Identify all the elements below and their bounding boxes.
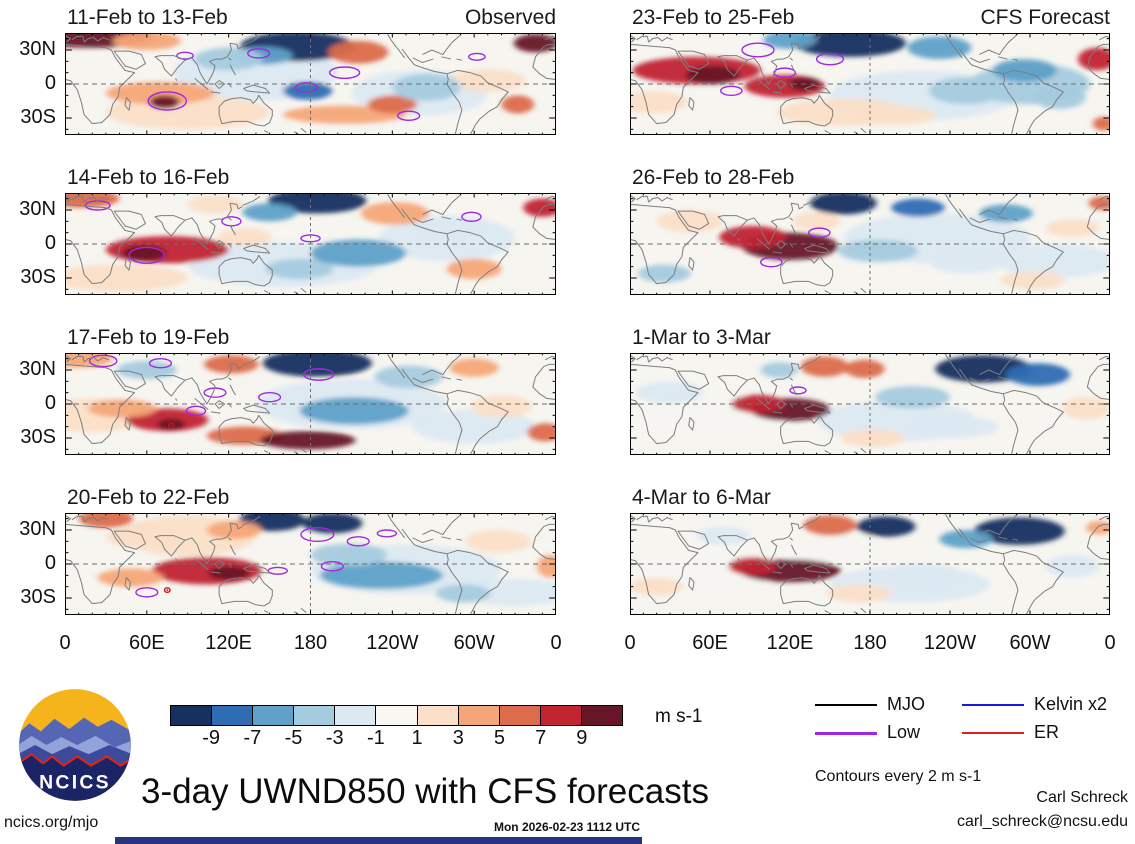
colorbar-tick-label: 7	[535, 727, 547, 749]
longitude-tick-label: 60W	[453, 632, 495, 654]
ncics-logo: NCICS	[18, 688, 132, 802]
longitude-tick-label: 0	[624, 632, 636, 654]
contour-interval-note: Contours every 2 m s-1	[815, 768, 982, 785]
legend-label: ER	[1034, 722, 1060, 742]
map-canvas	[65, 33, 556, 135]
colorbar-cell	[375, 706, 417, 725]
longitude-tick-label: 60W	[1009, 632, 1051, 654]
legend-swatch-er	[962, 732, 1024, 734]
latitude-tick-label: 30S	[20, 106, 56, 128]
map-panel: 1-Mar to 3-Mar	[630, 326, 1110, 457]
panel-title: 11-Feb to 13-Feb	[67, 6, 228, 29]
latitude-tick-label: 0	[44, 392, 56, 414]
legend-swatch-kelvin-x2	[962, 704, 1024, 706]
ncics-logo-graphic: NCICS	[19, 689, 131, 801]
panel-annotation: Observed	[464, 6, 556, 29]
ncics-logo-text: NCICS	[39, 771, 111, 793]
colorbar-cell	[293, 706, 335, 725]
map-canvas	[65, 513, 556, 615]
panel-title: 20-Feb to 22-Feb	[67, 486, 230, 509]
map-panel: 11-Feb to 13-Feb Observed	[65, 6, 556, 137]
longitude-tick-label: 0	[550, 632, 562, 654]
map-canvas	[630, 513, 1110, 615]
legend-label: Kelvin x2	[1034, 694, 1108, 714]
map-canvas	[630, 33, 1110, 135]
longitude-tick-label: 120W	[366, 632, 419, 654]
colorbar-tick-label: -9	[202, 727, 221, 749]
latitude-tick-label: 30S	[20, 426, 56, 448]
colorbar-tick-label: 3	[452, 727, 464, 749]
colorbar	[170, 705, 623, 726]
colorbar-cell	[252, 706, 294, 725]
author-email: carl_schreck@ncsu.edu	[957, 813, 1128, 830]
colorbar-tick-label: 5	[493, 727, 506, 749]
colorbar-cell	[211, 706, 253, 725]
colorbar-cell	[171, 706, 212, 725]
longitude-tick-label: 120E	[766, 632, 814, 654]
site-url: ncics.org/mjo	[4, 814, 99, 831]
map-canvas	[65, 193, 556, 295]
longitude-tick-label: 0	[1104, 632, 1116, 654]
latitude-tick-label: 30S	[20, 266, 56, 288]
latitude-tick-label: 30S	[20, 586, 56, 608]
panel-title: 1-Mar to 3-Mar	[632, 326, 771, 349]
panel-title: 17-Feb to 19-Feb	[67, 326, 230, 349]
author-name: Carl Schreck	[1036, 789, 1128, 806]
map-panel: 23-Feb to 25-Feb CFS Forecast	[630, 6, 1110, 137]
generation-timestamp: Mon 2026-02-23 1112 UTC	[493, 820, 641, 834]
legend-swatch-mjo	[815, 704, 877, 706]
bottom-accent-bar	[115, 837, 642, 844]
panel-title: 14-Feb to 16-Feb	[67, 166, 230, 189]
map-panel: 14-Feb to 16-Feb	[65, 166, 556, 297]
legend-label: MJO	[887, 694, 925, 714]
colorbar-cell	[539, 706, 581, 725]
map-panel: 17-Feb to 19-Feb	[65, 326, 556, 457]
panel-title: 26-Feb to 28-Feb	[632, 166, 795, 189]
latitude-tick-label: 0	[44, 72, 56, 94]
map-canvas	[630, 193, 1110, 295]
longitude-tick-label: 120W	[923, 632, 977, 654]
colorbar-tick-label: -1	[367, 727, 385, 749]
longitude-tick-label: 180	[293, 632, 328, 654]
colorbar-unit: m s-1	[655, 706, 703, 727]
panel-title: 23-Feb to 25-Feb	[632, 6, 795, 29]
longitude-tick-label: 180	[853, 632, 887, 654]
latitude-tick-label: 30N	[19, 198, 56, 220]
colorbar-cell	[498, 706, 540, 725]
map-canvas	[65, 353, 556, 455]
map-panel: 4-Mar to 6-Mar	[630, 486, 1110, 617]
colorbar-cell	[457, 706, 499, 725]
legend-label: Low	[887, 722, 921, 742]
figure-title: 3-day UWND850 with CFS forecasts	[141, 772, 709, 811]
colorbar-tick-label: -5	[284, 727, 303, 749]
panel-title: 4-Mar to 6-Mar	[632, 486, 771, 509]
legend-swatch-low	[815, 732, 877, 735]
longitude-tick-label: 0	[59, 632, 71, 654]
latitude-tick-label: 0	[44, 552, 56, 574]
colorbar-tick-label: -7	[243, 727, 262, 749]
latitude-tick-label: 30N	[19, 358, 56, 380]
latitude-tick-label: 0	[44, 232, 56, 254]
colorbar-tick-label: -3	[325, 727, 344, 749]
latitude-tick-label: 30N	[19, 38, 56, 60]
colorbar-cell	[416, 706, 458, 725]
longitude-tick-label: 60E	[129, 632, 165, 654]
map-panel: 20-Feb to 22-Feb	[65, 486, 556, 617]
latitude-tick-label: 30N	[19, 518, 56, 540]
map-canvas	[630, 353, 1110, 455]
colorbar-tick-label: 9	[576, 727, 588, 749]
panel-annotation: CFS Forecast	[980, 6, 1110, 29]
longitude-tick-label: 60E	[692, 632, 728, 654]
colorbar-cell	[334, 706, 376, 725]
colorbar-cell	[580, 706, 623, 725]
longitude-tick-label: 120E	[205, 632, 253, 654]
map-panel: 26-Feb to 28-Feb	[630, 166, 1110, 297]
colorbar-tick-label: 1	[411, 727, 423, 749]
